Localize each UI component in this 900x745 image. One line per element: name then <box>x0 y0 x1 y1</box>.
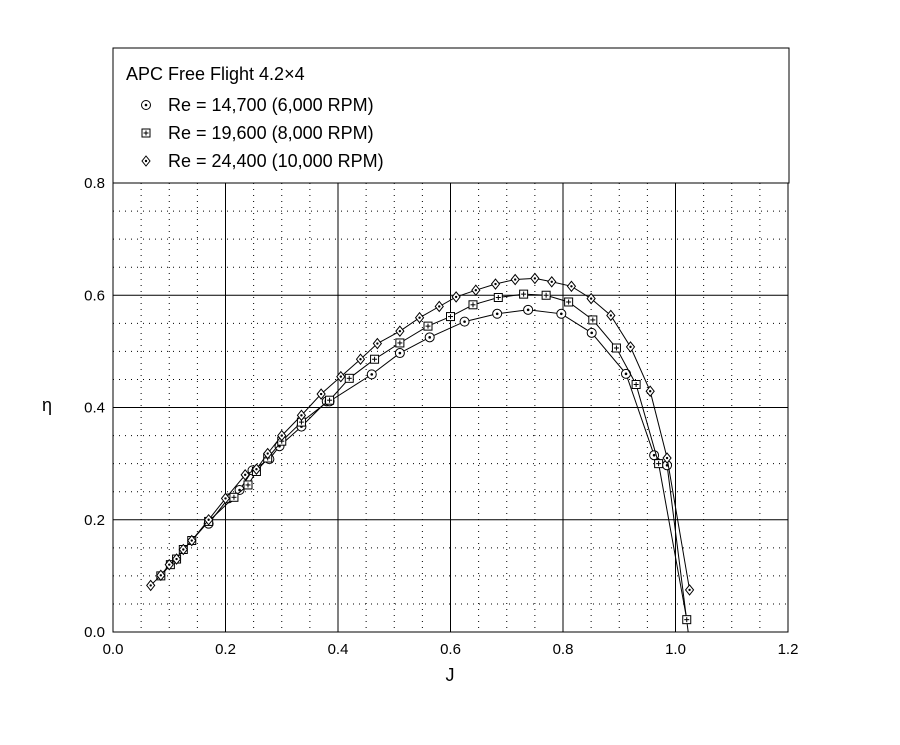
data-point <box>530 272 540 285</box>
axes: 0.0 0.2 0.4 0.6 0.8 1.0 1.2 0.0 0.2 0.4 0.6 0.8 <box>84 175 798 658</box>
data-point <box>370 354 380 364</box>
data-point <box>586 327 597 338</box>
x-tick-label: 0.0 <box>103 641 124 658</box>
series-layer <box>146 272 695 632</box>
data-point <box>325 395 335 405</box>
data-point <box>566 280 577 293</box>
chart-title: APC Free Flight 4.2×4 <box>126 64 305 84</box>
data-point <box>336 370 346 383</box>
data-point <box>146 579 156 592</box>
data-point <box>164 558 174 571</box>
data-point <box>682 615 692 625</box>
y-tick-label: 0.4 <box>84 400 105 417</box>
data-point <box>541 290 551 300</box>
data-point <box>243 480 253 490</box>
data-point <box>684 584 695 596</box>
data-point <box>372 337 383 350</box>
data-point <box>451 291 461 303</box>
data-point <box>263 447 273 460</box>
legend-entry: Re = 24,400 (10,000 RPM) <box>168 151 384 171</box>
data-point <box>446 312 455 322</box>
data-point <box>645 385 655 398</box>
data-point <box>490 278 501 290</box>
data-point <box>395 325 405 337</box>
data-point <box>586 292 596 305</box>
data-point <box>414 311 425 324</box>
y-tick-label: 0.6 <box>84 287 105 304</box>
data-point <box>523 304 534 315</box>
y-tick-label: 0.2 <box>84 512 105 529</box>
data-point <box>424 332 435 343</box>
data-point <box>395 338 405 348</box>
legend-entry: Re = 14,700 (6,000 RPM) <box>168 95 374 115</box>
data-point <box>240 469 250 481</box>
data-point <box>234 485 245 496</box>
x-tick-label: 0.6 <box>440 641 461 658</box>
data-point <box>510 273 520 286</box>
data-point <box>203 513 214 526</box>
series-line <box>160 293 688 620</box>
data-point <box>229 492 239 502</box>
x-tick-label: 1.0 <box>665 641 686 658</box>
data-point <box>493 292 503 302</box>
data-point <box>344 373 354 383</box>
data-point <box>588 315 598 325</box>
data-point <box>187 534 197 547</box>
y-tick-label: 0.0 <box>84 624 105 641</box>
data-point <box>662 452 672 464</box>
data-point <box>547 275 557 288</box>
data-point <box>556 308 567 319</box>
data-point <box>564 297 574 307</box>
data-point <box>394 348 405 359</box>
data-point <box>606 309 616 322</box>
data-point <box>625 341 636 353</box>
data-point <box>277 429 287 442</box>
data-point <box>434 300 444 313</box>
data-point <box>251 463 262 476</box>
y-axis-label: η <box>42 395 52 415</box>
y-tick-label: 0.8 <box>84 175 105 192</box>
x-tick-label: 0.8 <box>553 641 574 658</box>
data-point <box>471 284 481 296</box>
data-point <box>178 543 188 556</box>
legend-marker <box>141 155 151 167</box>
series-re-24400 <box>146 272 695 596</box>
data-point <box>366 369 377 380</box>
x-axis-label: J <box>446 665 455 685</box>
data-point <box>468 300 478 310</box>
legend-marker <box>141 100 151 110</box>
legend: APC Free Flight 4.2×4 Re = 14,700 (6,000… <box>112 47 790 184</box>
data-point <box>316 388 326 400</box>
x-tick-label: 0.4 <box>328 641 349 658</box>
data-point <box>492 308 503 319</box>
legend-entry: Re = 19,600 (8,000 RPM) <box>168 123 374 143</box>
data-point <box>459 316 470 327</box>
data-point <box>220 492 231 505</box>
data-point <box>355 353 366 366</box>
data-point <box>296 409 307 422</box>
data-point <box>631 379 641 389</box>
data-point <box>654 459 664 469</box>
x-tick-label: 1.2 <box>778 641 799 658</box>
legend-box <box>112 47 790 184</box>
data-point <box>171 553 182 565</box>
legend-marker <box>141 128 151 138</box>
data-point <box>423 321 433 331</box>
x-tick-label: 0.2 <box>215 641 236 658</box>
data-point <box>519 289 529 299</box>
data-point <box>156 569 166 582</box>
data-point <box>611 343 621 353</box>
